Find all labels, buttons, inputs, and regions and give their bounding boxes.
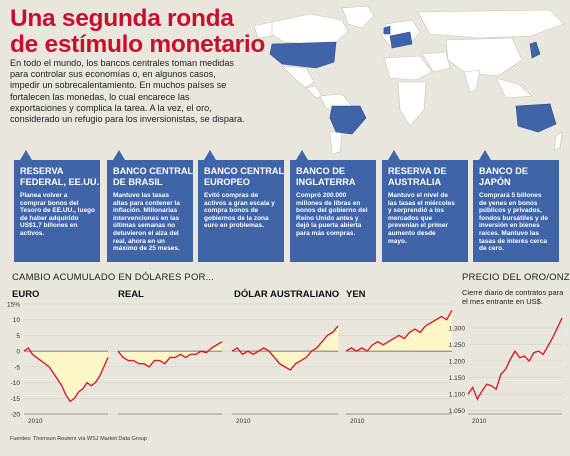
series-line [23,346,109,403]
intro-text: En todo el mundo, los bancos centrales t… [10,58,248,125]
bank-card-fed: RESERVA FEDERAL, EE.UU. Planea volver a co… [14,150,100,262]
bank-name: BANCO DE JAPÓN [479,166,529,187]
x-tick-label: 2010 [236,418,251,425]
bank-name: RESERVA DE AUSTRALIA [388,166,447,187]
gold-series-line [467,317,563,401]
area-fill [24,348,108,402]
currency-section-label: CAMBIO ACUMULADO EN DÓLARES POR... [12,272,215,283]
y-tick-label: 1.300 [449,325,466,332]
y-tick-label: 1.200 [449,359,466,366]
map-new-zealand [553,131,563,151]
bank-card-boj: BANCO DE JAPÓN Comprará 5 billones de yene… [473,150,559,262]
gold-subtitle: Cierre diario de contratos para el mes e… [462,288,564,306]
bank-card-brazil: BANCO CENTRAL DE BRASIL Mantuvo las tasas… [107,150,194,262]
bank-card-boe: BANCO DE INGLATERRA Compró 200.000 millone… [290,150,376,262]
intro-line: fortalecen las monedas, lo cual encarece… [10,91,190,102]
y-tick-label: 10 [13,317,21,324]
map-brazil [329,105,367,135]
gold-section-label: PRECIO DEL ORO/ONZA [462,272,570,283]
y-tick-label: 5 [16,333,20,340]
bank-description: Planea volver a comprar bonos del Tesoro d… [20,192,96,237]
intro-line: para controlar sus economías o, en algun… [10,69,216,80]
y-tick-label: 1.100 [449,392,466,399]
card-pointer [204,150,216,160]
chart-title-real: REAL [118,289,144,300]
intro-line: considerado un refugio para los inversio… [10,114,245,125]
chart-title-yen: YEN [346,289,366,300]
source-note: Fuentes: Thomson Reuters vía WSJ Market … [10,436,147,442]
series-line [345,309,453,353]
y-tick-label: 0 [16,349,20,356]
chart-real [117,341,223,415]
map-africa-south [397,81,427,127]
bank-description: Comprará 5 billones de yenes en bonos públ… [479,192,548,253]
y-tick-label: 15% [7,302,20,309]
chart-euro: 2010 [23,346,109,425]
world-map [253,5,565,155]
map-africa-north [383,55,433,81]
bank-name: BANCO DE INGLATERRA [296,166,356,187]
card-pointer [479,150,491,160]
area-fill [232,326,338,370]
map-russia [417,9,565,39]
chart-aud: 2010 [231,325,339,425]
bank-card-rba: RESERVA DE AUSTRALIA Mantuvo el nivel de l… [382,150,468,262]
x-tick-label: 2010 [350,418,365,425]
x-tick-label: 2010 [28,418,43,425]
bank-description: Mantuvo el nivel de las tasas el miércole… [388,192,455,245]
y-tick-label: 1.250 [449,342,466,349]
y-tick-label: 1.150 [449,375,466,382]
x-tick-label: 2010 [472,418,487,425]
map-greenland [341,5,375,29]
series-line [117,341,223,368]
map-usa [269,41,337,69]
bank-description: Mantuvo las tasas altas para contener la i… [113,192,180,253]
chart-title-euro: EURO [12,289,40,300]
map-alaska [253,21,273,39]
chart-yen: 2010 [345,309,453,425]
area-fill [118,341,222,367]
map-india [463,69,481,93]
bank-name: RESERVA FEDERAL, EE.UU. [20,166,100,187]
y-tick-label: -10 [11,380,21,387]
map-asia [445,37,523,77]
y-tick-label: -15 [11,396,21,403]
bank-name: BANCO CENTRAL EUROPEO [204,166,285,187]
card-pointer [388,150,400,160]
bank-card-ecb: BANCO CENTRAL EUROPEO Evitó compras de act… [198,150,285,262]
map-eurozone [389,31,413,49]
intro-line: impedir un sobrecalentamiento. En muchos… [10,80,227,91]
bank-description: Compró 200.000 millones de libras en bonos… [296,192,368,237]
chart-title-aud: DÓLAR AUSTRALIANO [234,289,340,300]
card-pointer [113,150,125,160]
y-tick-label: -20 [11,412,21,419]
y-tick-label: -5 [14,364,20,371]
area-fill [346,310,452,352]
series-line [231,325,339,371]
card-pointer [20,150,32,160]
map-japan [529,41,541,59]
map-australia [515,103,557,133]
y-tick-label: 1.050 [449,408,466,415]
bank-name: BANCO CENTRAL DE BRASIL [113,166,194,187]
chart-gold: 1.300 1.250 1.200 1.150 1.100 1.050 2010 [449,317,563,425]
card-pointer [296,150,308,160]
map-uk [383,25,391,35]
page-title-line-2: de estímulo monetario [10,31,266,58]
map-middle-east [421,51,451,73]
map-mexico [281,65,315,89]
map-southeast-asia [495,77,533,99]
page-title-line-1: Una segunda ronda [10,5,234,32]
intro-line: exportaciones y complica la tarea. A la … [10,102,212,113]
intro-line: En todo el mundo, los bancos centrales t… [10,58,234,68]
